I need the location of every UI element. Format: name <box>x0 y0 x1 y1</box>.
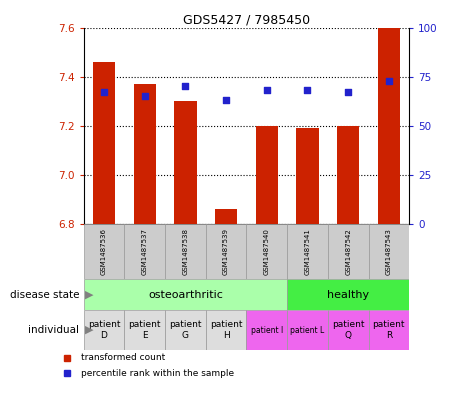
Text: ▶: ▶ <box>85 290 93 300</box>
Title: GDS5427 / 7985450: GDS5427 / 7985450 <box>183 13 310 26</box>
Text: osteoarthritic: osteoarthritic <box>148 290 223 300</box>
Bar <box>206 224 246 279</box>
Text: patient I: patient I <box>251 326 283 334</box>
Bar <box>256 126 278 224</box>
Bar <box>84 224 124 279</box>
Text: GSM1487538: GSM1487538 <box>182 228 188 275</box>
Text: patient
D: patient D <box>88 320 120 340</box>
Bar <box>287 310 328 350</box>
Point <box>385 77 392 84</box>
Bar <box>133 84 156 224</box>
Bar <box>287 279 409 310</box>
Text: patient L: patient L <box>290 326 325 334</box>
Bar <box>246 224 287 279</box>
Text: ▶: ▶ <box>85 325 93 335</box>
Text: transformed count: transformed count <box>81 353 166 362</box>
Bar <box>124 310 165 350</box>
Bar <box>84 279 287 310</box>
Text: patient
H: patient H <box>210 320 242 340</box>
Text: GSM1487540: GSM1487540 <box>264 228 270 275</box>
Bar <box>337 126 359 224</box>
Text: GSM1487539: GSM1487539 <box>223 228 229 275</box>
Point <box>141 93 148 99</box>
Point <box>263 87 271 94</box>
Bar <box>93 62 115 224</box>
Text: GSM1487543: GSM1487543 <box>386 228 392 275</box>
Bar <box>215 209 237 224</box>
Bar <box>246 310 287 350</box>
Bar <box>206 310 246 350</box>
Point <box>304 87 311 94</box>
Text: percentile rank within the sample: percentile rank within the sample <box>81 369 234 378</box>
Text: patient
R: patient R <box>372 320 405 340</box>
Text: disease state: disease state <box>10 290 79 300</box>
Text: patient
G: patient G <box>169 320 202 340</box>
Point <box>100 89 108 95</box>
Text: individual: individual <box>28 325 79 335</box>
Point <box>222 97 230 103</box>
Bar <box>368 310 409 350</box>
Bar <box>165 310 206 350</box>
Bar <box>296 128 319 224</box>
Bar <box>328 224 368 279</box>
Bar <box>287 224 328 279</box>
Point <box>345 89 352 95</box>
Text: GSM1487541: GSM1487541 <box>305 228 311 275</box>
Text: healthy: healthy <box>327 290 369 300</box>
Bar <box>174 101 197 224</box>
Text: GSM1487536: GSM1487536 <box>101 228 107 275</box>
Bar <box>124 224 165 279</box>
Text: patient
E: patient E <box>128 320 161 340</box>
Bar <box>368 224 409 279</box>
Bar <box>165 224 206 279</box>
Text: patient
Q: patient Q <box>332 320 365 340</box>
Point <box>182 83 189 90</box>
Text: GSM1487537: GSM1487537 <box>142 228 148 275</box>
Bar <box>84 310 124 350</box>
Bar <box>378 28 400 224</box>
Bar <box>328 310 368 350</box>
Text: GSM1487542: GSM1487542 <box>345 228 351 275</box>
